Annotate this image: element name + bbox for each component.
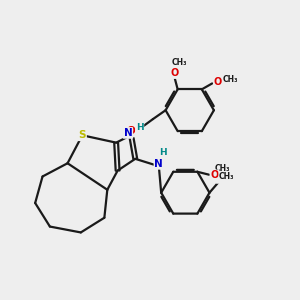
- Text: O: O: [127, 126, 135, 136]
- Text: N: N: [124, 128, 132, 138]
- Text: S: S: [79, 130, 86, 140]
- Text: CH₃: CH₃: [215, 164, 230, 173]
- Text: O: O: [171, 68, 179, 78]
- Text: CH₃: CH₃: [219, 172, 235, 181]
- Text: CH₃: CH₃: [171, 58, 187, 67]
- Text: H: H: [159, 148, 167, 158]
- Text: CH₃: CH₃: [223, 74, 239, 83]
- Text: O: O: [210, 170, 219, 180]
- Text: H: H: [136, 123, 143, 132]
- Text: O: O: [217, 173, 225, 183]
- Text: O: O: [214, 77, 222, 87]
- Text: N: N: [154, 159, 163, 169]
